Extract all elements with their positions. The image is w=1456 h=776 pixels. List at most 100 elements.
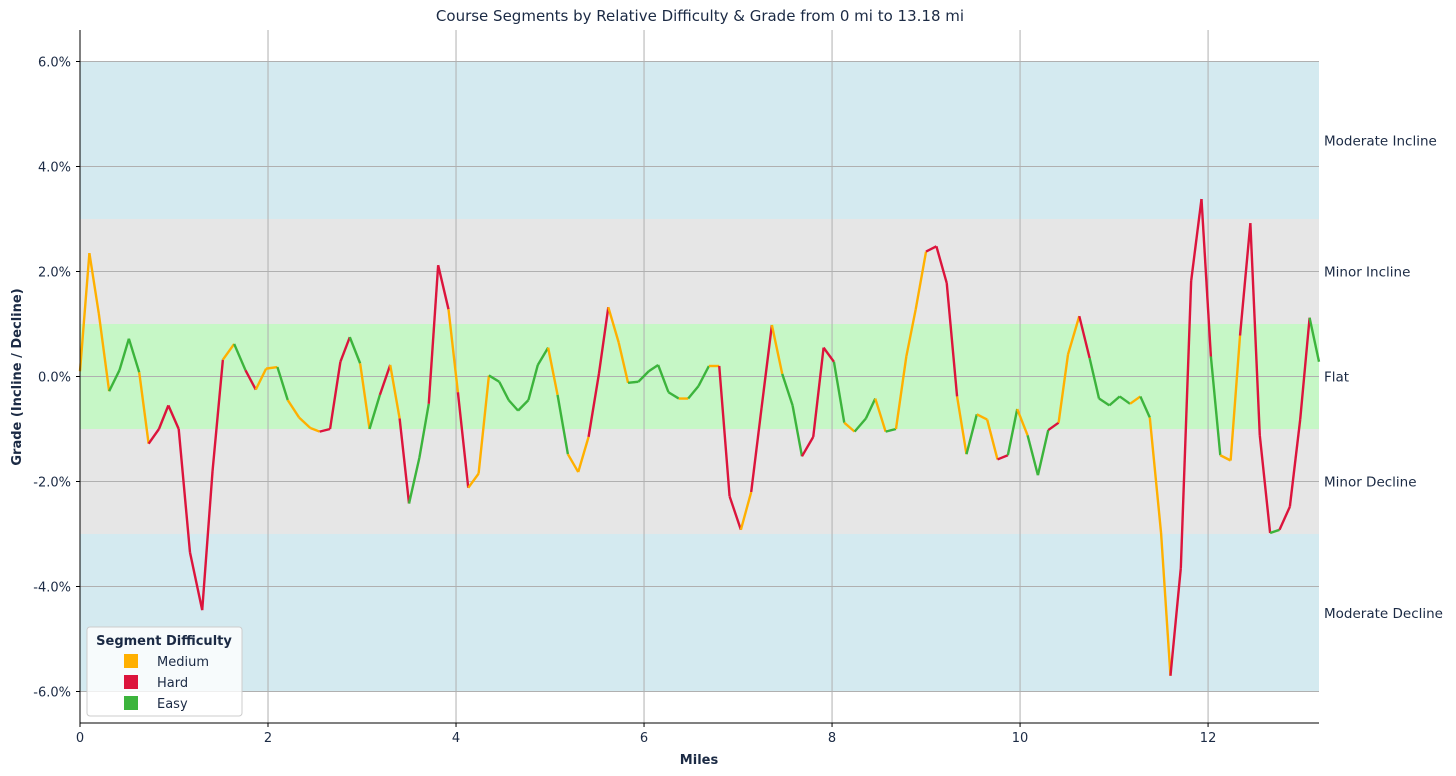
grade-segment: [750, 407, 763, 493]
grade-segment: [309, 426, 321, 433]
grade-segment: [1148, 417, 1163, 534]
y-tick-label: 2.0%: [38, 266, 71, 281]
grade-segment: [1139, 395, 1151, 418]
grade-segment: [587, 373, 601, 438]
grade-segment: [760, 324, 774, 409]
grade-segment: [517, 399, 530, 412]
grade-segment: [1098, 397, 1111, 407]
grade-segment: [1308, 317, 1321, 363]
grade-segment: [418, 403, 430, 459]
legend: Segment Difficulty Medium Hard Easy: [86, 626, 243, 717]
zone-labels: Moderate Incline Minor Incline Flat Minor D…: [1324, 133, 1443, 622]
grade-segment: [467, 472, 480, 489]
grade-segment: [348, 336, 362, 364]
grade-segment: [1006, 408, 1019, 456]
grade-segment: [254, 368, 268, 391]
y-tick-label: -4.0%: [33, 581, 71, 596]
y-tick-label: -2.0%: [33, 476, 71, 491]
grade-segment: [1258, 435, 1272, 534]
grade-segment: [925, 245, 937, 253]
zone-label-moderate-incline: Moderate Incline: [1324, 133, 1437, 149]
grade-segment: [97, 313, 111, 392]
grade-series: [78, 198, 1321, 676]
grade-segment: [1047, 421, 1060, 432]
zone-label-flat: Flat: [1324, 370, 1349, 386]
grade-segment: [358, 363, 371, 430]
grade-segment: [728, 495, 743, 531]
grade-segment: [812, 347, 825, 438]
grade-segment: [935, 245, 948, 284]
grade-segment: [1299, 317, 1311, 420]
grade-segment: [800, 436, 815, 457]
grade-segment: [1057, 354, 1070, 423]
grade-segment: [427, 265, 440, 404]
grade-segment: [221, 343, 236, 361]
grade-segment: [407, 457, 421, 504]
grade-segment: [447, 309, 460, 393]
x-tick-label: 8: [828, 731, 836, 746]
legend-frame: [86, 626, 243, 717]
x-tick-label: 12: [1200, 731, 1217, 746]
grade-segment: [233, 343, 247, 371]
grade-segment: [78, 253, 91, 372]
grade-segment: [1238, 223, 1252, 336]
grade-segment: [177, 428, 192, 553]
grade-segment: [1278, 506, 1291, 531]
zone-label-minor-incline: Minor Incline: [1324, 265, 1410, 281]
grade-segment: [507, 399, 519, 412]
grade-segment: [1169, 568, 1183, 676]
grade-segment: [1159, 532, 1172, 676]
grade-segment: [211, 359, 225, 472]
grade-segment: [498, 381, 510, 401]
grade-segment: [138, 372, 150, 444]
grade-segment: [527, 364, 539, 401]
grade-segment: [328, 361, 342, 430]
grade-segment: [791, 405, 804, 457]
grade-segment: [864, 398, 877, 420]
legend-swatch-medium: [124, 654, 138, 668]
grade-segment: [157, 404, 170, 430]
grade-segment: [770, 324, 784, 375]
grade-segment: [1189, 198, 1203, 282]
grade-segment: [718, 365, 731, 497]
grade-segment: [127, 338, 141, 373]
y-tick-labels: 6.0% 4.0% 2.0% 0.0% -2.0% -4.0% -6.0%: [33, 56, 71, 701]
grade-segment: [697, 365, 710, 387]
grade-segment: [577, 436, 590, 473]
grade-segment: [1229, 335, 1242, 461]
grade-segment: [118, 338, 131, 371]
grade-segment: [945, 282, 959, 397]
grade-segment: [894, 356, 908, 430]
grade-segment: [781, 373, 794, 406]
zone-label-minor-decline: Minor Decline: [1324, 475, 1417, 491]
y-tick-label: 4.0%: [38, 161, 71, 176]
grade-segment: [188, 552, 204, 611]
chart-title: Course Segments by Relative Difficulty &…: [436, 7, 964, 25]
grade-segment: [536, 347, 550, 366]
grade-segment: [488, 374, 500, 383]
legend-label-hard: Hard: [157, 676, 188, 691]
grade-segment: [667, 391, 680, 400]
grade-segment: [853, 417, 867, 433]
grade-segment: [201, 470, 214, 611]
grade-segment: [1066, 315, 1081, 355]
y-tick-label: 0.0%: [38, 371, 71, 386]
grade-segment: [1288, 419, 1302, 507]
grade-segment: [1016, 408, 1029, 436]
grade-segment: [1036, 429, 1050, 476]
grade-segment: [1078, 315, 1091, 359]
grade-segment: [1108, 395, 1121, 407]
x-tick-label: 2: [264, 731, 272, 746]
grade-segment: [436, 264, 450, 310]
y-axis-label: Grade (Incline / Decline): [10, 288, 25, 465]
grade-segment: [319, 427, 331, 433]
grade-segment: [687, 385, 700, 400]
grade-segment: [1200, 198, 1213, 357]
grade-segment: [648, 363, 659, 373]
grade-segment: [389, 364, 401, 419]
grade-segment: [985, 419, 999, 460]
grade-segment: [108, 369, 121, 392]
grade-segment: [1026, 434, 1040, 476]
x-tick-label: 6: [640, 731, 648, 746]
grade-segment: [637, 370, 650, 383]
